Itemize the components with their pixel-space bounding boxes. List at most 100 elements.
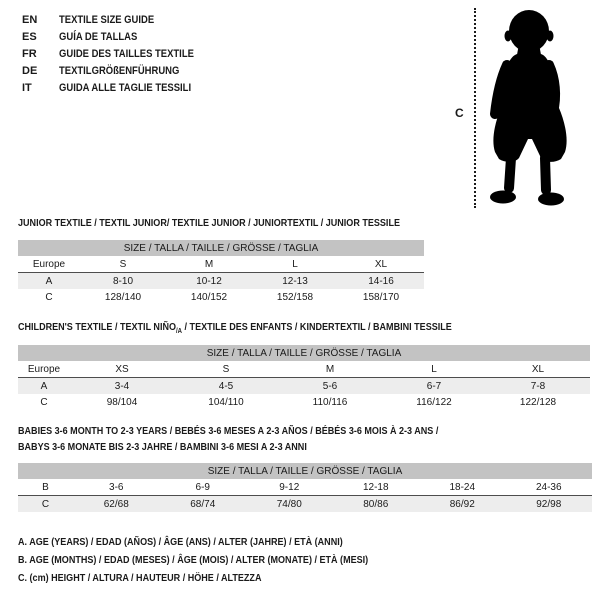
cell-value: 158/170 <box>362 291 400 303</box>
column-header: L <box>382 361 486 378</box>
column-header: XS <box>70 361 174 378</box>
title-subscript: /A <box>176 328 183 336</box>
row-label: A <box>18 272 80 289</box>
cell-value: 4-5 <box>174 377 278 394</box>
children-size-table: SIZE / TALLA / TAILLE / GRÖSSE / TAGLIA … <box>18 345 590 410</box>
column-header: L <box>252 256 338 273</box>
language-title: GUIDA ALLE TAGLIE TESSILI <box>59 82 192 94</box>
cell-value: 5-6 <box>278 377 382 394</box>
cell-value: 152/158 <box>276 291 314 303</box>
row-label: C <box>18 495 73 512</box>
footnote-a: A. AGE (YEARS) / EDAD (AÑOS) / ÂGE (ANS)… <box>18 533 425 551</box>
region-label: Europe <box>18 361 70 378</box>
language-title: GUIDE DES TAILLES TEXTILE <box>59 48 194 60</box>
cell-value: 98/104 <box>106 396 138 408</box>
cell-value: 24-36 <box>505 479 592 496</box>
language-row-it: IT GUIDA ALLE TAGLIE TESSILI <box>22 80 216 97</box>
title-part: CHILDREN'S TEXTILE / TEXTIL NIÑO <box>18 321 177 333</box>
junior-section-title-text: JUNIOR TEXTILE / TEXTIL JUNIOR/ TEXTILE … <box>18 217 400 229</box>
cell-value: 86/92 <box>419 495 506 512</box>
junior-section-title: JUNIOR TEXTILE / TEXTIL JUNIOR/ TEXTILE … <box>18 215 462 231</box>
cell-value: 110/116 <box>312 396 348 408</box>
cell-value: 80/86 <box>332 495 419 512</box>
height-measure-label: C <box>455 106 464 120</box>
baby-silhouette-icon <box>490 10 567 206</box>
cell-value: 6-9 <box>159 479 246 496</box>
size-header: SIZE / TALLA / TAILLE / GRÖSSE / TAGLIA <box>18 345 590 361</box>
children-section-title: CHILDREN'S TEXTILE / TEXTIL NIÑO/A / TEX… <box>18 319 522 340</box>
cell-value: 14-16 <box>338 272 424 289</box>
cell-value: 7-8 <box>486 377 590 394</box>
cell-value: 62/68 <box>73 495 160 512</box>
table-row-age: A 3-4 4-5 5-6 6-7 7-8 <box>18 377 590 394</box>
footnotes: A. AGE (YEARS) / EDAD (AÑOS) / ÂGE (ANS)… <box>18 533 425 587</box>
table-row-height: C 62/68 68/74 74/80 80/86 86/92 92/98 <box>18 495 592 512</box>
title-part: / TEXTILE DES ENFANTS / KINDERTEXTIL / B… <box>182 321 452 333</box>
cell-value: 3-6 <box>73 479 160 496</box>
language-title: TEXTILE SIZE GUIDE <box>59 14 155 26</box>
footnote-b: B. AGE (MONTHS) / EDAD (MESES) / ÂGE (MO… <box>18 551 425 569</box>
cell-value: 9-12 <box>246 479 333 496</box>
height-dotted-line <box>474 8 476 208</box>
cell-value: 92/98 <box>505 495 592 512</box>
babies-size-table: SIZE / TALLA / TAILLE / GRÖSSE / TAGLIA … <box>18 463 592 512</box>
table-row-age: A 8-10 10-12 12-13 14-16 <box>18 272 424 289</box>
column-header: XL <box>338 256 424 273</box>
footnote-b-text: B. AGE (MONTHS) / EDAD (MESES) / ÂGE (MO… <box>18 554 369 566</box>
table-row-age-months: B 3-6 6-9 9-12 12-18 18-24 24-36 <box>18 479 592 496</box>
language-code: IT <box>22 82 32 94</box>
cell-value: 12-13 <box>252 272 338 289</box>
column-header: XL <box>486 361 590 378</box>
column-header-row: Europe XS S M L XL <box>18 361 590 378</box>
cell-value: 68/74 <box>159 495 246 512</box>
language-legend: EN TEXTILE SIZE GUIDE ES GUÍA DE TALLAS … <box>22 12 216 97</box>
cell-value: 140/152 <box>190 291 228 303</box>
footnote-c-text: C. (cm) HEIGHT / ALTURA / HAUTEUR / HÖHE… <box>18 572 262 584</box>
region-label: Europe <box>18 256 80 273</box>
column-header-row: Europe S M L XL <box>18 256 424 273</box>
babies-section-title-line1: BABIES 3-6 MONTH TO 2-3 YEARS / BEBÉS 3-… <box>18 425 439 437</box>
language-row-es: ES GUÍA DE TALLAS <box>22 29 216 46</box>
cell-value: 10-12 <box>166 272 252 289</box>
cell-value: 128/140 <box>104 291 142 303</box>
cell-value: 122/128 <box>519 396 557 408</box>
column-header: S <box>174 361 278 378</box>
language-code: EN <box>22 14 38 26</box>
cell-value: 116/122 <box>416 396 452 408</box>
language-code: DE <box>22 65 38 77</box>
row-label: C <box>40 396 48 408</box>
size-header: SIZE / TALLA / TAILLE / GRÖSSE / TAGLIA <box>18 463 592 479</box>
column-header: S <box>80 256 166 273</box>
row-label: C <box>45 291 53 303</box>
children-section-title-text: CHILDREN'S TEXTILE / TEXTIL NIÑO/A / TEX… <box>18 319 452 340</box>
cell-value: 104/110 <box>208 396 244 408</box>
size-header: SIZE / TALLA / TAILLE / GRÖSSE / TAGLIA <box>18 240 424 256</box>
language-row-en: EN TEXTILE SIZE GUIDE <box>22 12 216 29</box>
language-row-de: DE TEXTILGRÖßENFÜHRUNG <box>22 63 216 80</box>
row-label: B <box>18 479 73 496</box>
column-header: M <box>166 256 252 273</box>
language-title: GUÍA DE TALLAS <box>59 31 138 43</box>
size-header-row: SIZE / TALLA / TAILLE / GRÖSSE / TAGLIA <box>18 345 590 361</box>
table-row-height: C 128/140 140/152 152/158 158/170 <box>18 289 424 305</box>
cell-value: 8-10 <box>80 272 166 289</box>
language-code: FR <box>22 48 37 60</box>
cell-value: 74/80 <box>246 495 333 512</box>
row-label: A <box>18 377 70 394</box>
junior-size-table: SIZE / TALLA / TAILLE / GRÖSSE / TAGLIA … <box>18 240 424 305</box>
footnote-a-text: A. AGE (YEARS) / EDAD (AÑOS) / ÂGE (ANS)… <box>18 536 343 548</box>
footnote-c: C. (cm) HEIGHT / ALTURA / HAUTEUR / HÖHE… <box>18 569 425 587</box>
column-header: M <box>278 361 382 378</box>
language-title: TEXTILGRÖßENFÜHRUNG <box>59 65 180 77</box>
size-header-row: SIZE / TALLA / TAILLE / GRÖSSE / TAGLIA <box>18 463 592 479</box>
cell-value: 3-4 <box>70 377 174 394</box>
language-row-fr: FR GUIDE DES TAILLES TEXTILE <box>22 46 216 63</box>
cell-value: 18-24 <box>419 479 506 496</box>
babies-section-title-line2: BABYS 3-6 MONATE BIS 2-3 JAHRE / BAMBINI… <box>18 441 307 453</box>
cell-value: 6-7 <box>382 377 486 394</box>
language-code: ES <box>22 31 37 43</box>
size-header-row: SIZE / TALLA / TAILLE / GRÖSSE / TAGLIA <box>18 240 424 256</box>
babies-section-title: BABIES 3-6 MONTH TO 2-3 YEARS / BEBÉS 3-… <box>18 423 507 455</box>
cell-value: 12-18 <box>332 479 419 496</box>
table-row-height: C 98/104 104/110 110/116 116/122 122/128 <box>18 394 590 410</box>
